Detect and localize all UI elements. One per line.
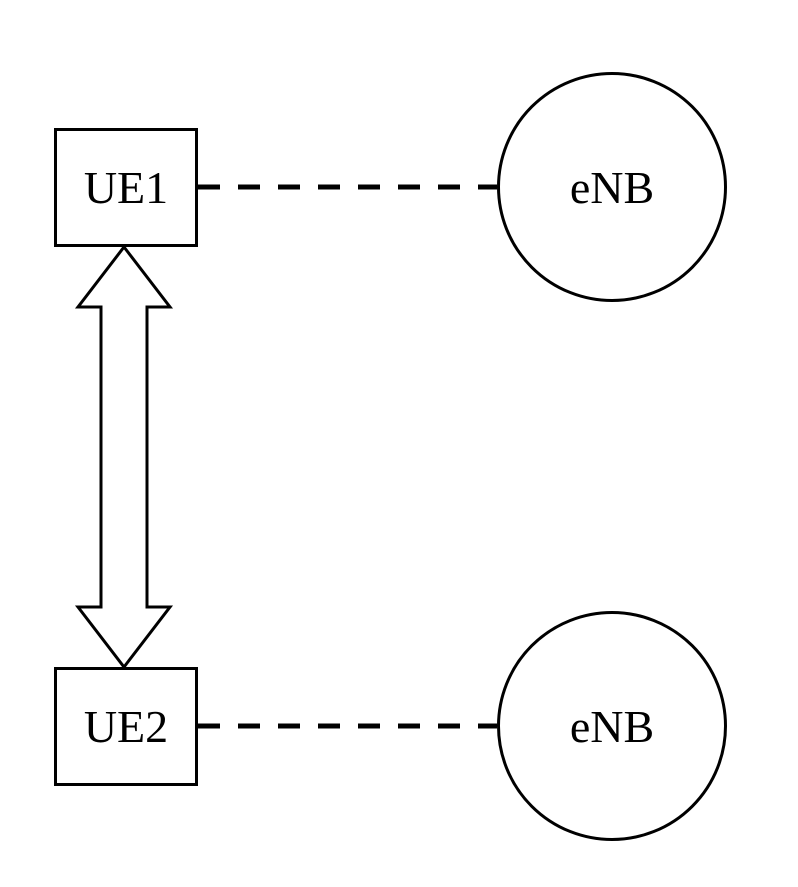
edge-ue1-ue2-double-arrow — [78, 247, 170, 667]
node-ue2: UE2 — [54, 667, 198, 786]
node-ue1-label: UE1 — [84, 161, 168, 214]
node-enb1-label: eNB — [570, 161, 654, 214]
node-ue1: UE1 — [54, 128, 198, 247]
node-enb2: eNB — [497, 611, 727, 841]
node-ue2-label: UE2 — [84, 700, 168, 753]
node-enb1: eNB — [497, 72, 727, 302]
node-enb2-label: eNB — [570, 700, 654, 753]
